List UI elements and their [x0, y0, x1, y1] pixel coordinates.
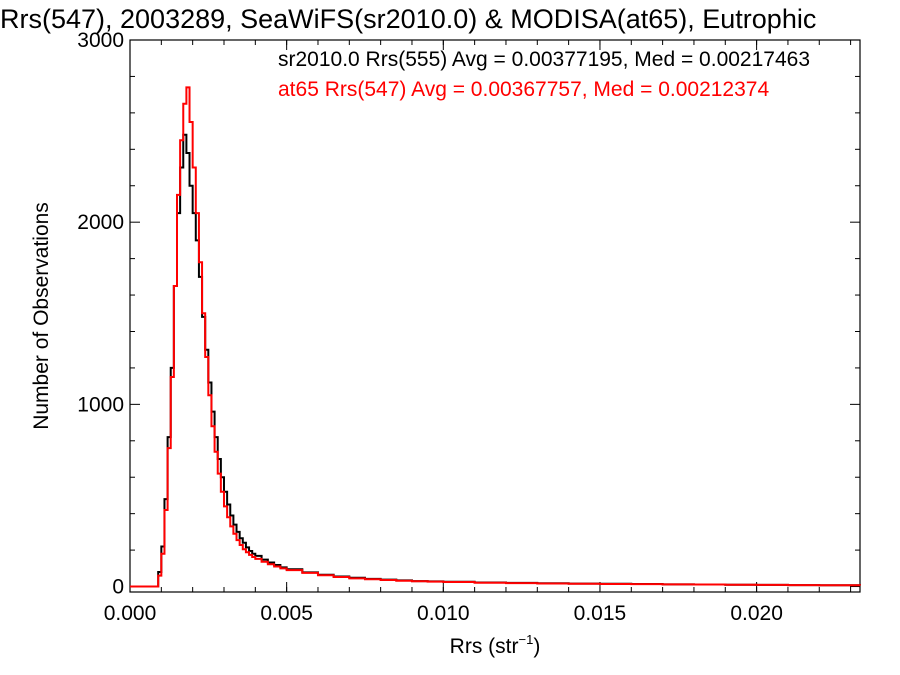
y-axis-label: Number of Observations — [30, 202, 53, 430]
y-tick-label: 3000 — [77, 29, 124, 52]
chart-title: Rrs(547), 2003289, SeaWiFS(sr2010.0) & M… — [0, 4, 816, 34]
y-tick-label: 2000 — [77, 211, 124, 234]
x-tick-label: 0.000 — [104, 602, 157, 625]
x-tick-label: 0.015 — [574, 602, 627, 625]
y-tick-label: 0 — [112, 576, 124, 599]
x-tick-label: 0.010 — [417, 602, 470, 625]
series-layer — [130, 86, 861, 588]
legend-entry-sr2010: sr2010.0 Rrs(555) Avg = 0.00377195, Med … — [278, 48, 810, 71]
x-axis-label-superscript: −1 — [519, 632, 534, 647]
x-axis-label-main: Rrs (str — [450, 635, 519, 658]
x-axis-ticks: 0.000 0.005 0.010 0.015 0.020 — [104, 40, 852, 625]
y-axis-ticks: 0 1000 2000 3000 — [77, 29, 860, 599]
series-line-at65 — [130, 86, 861, 588]
plot-frame — [129, 39, 861, 593]
legend-entry-at65: at65 Rrs(547) Avg = 0.00367757, Med = 0.… — [278, 78, 769, 101]
x-tick-label: 0.005 — [260, 602, 313, 625]
x-axis-label-close: ) — [533, 635, 540, 658]
y-tick-label: 1000 — [77, 393, 124, 416]
x-axis-label: Rrs (str−1) — [450, 632, 541, 658]
series-line-sr2010 — [130, 133, 861, 588]
x-tick-label: 0.020 — [730, 602, 783, 625]
